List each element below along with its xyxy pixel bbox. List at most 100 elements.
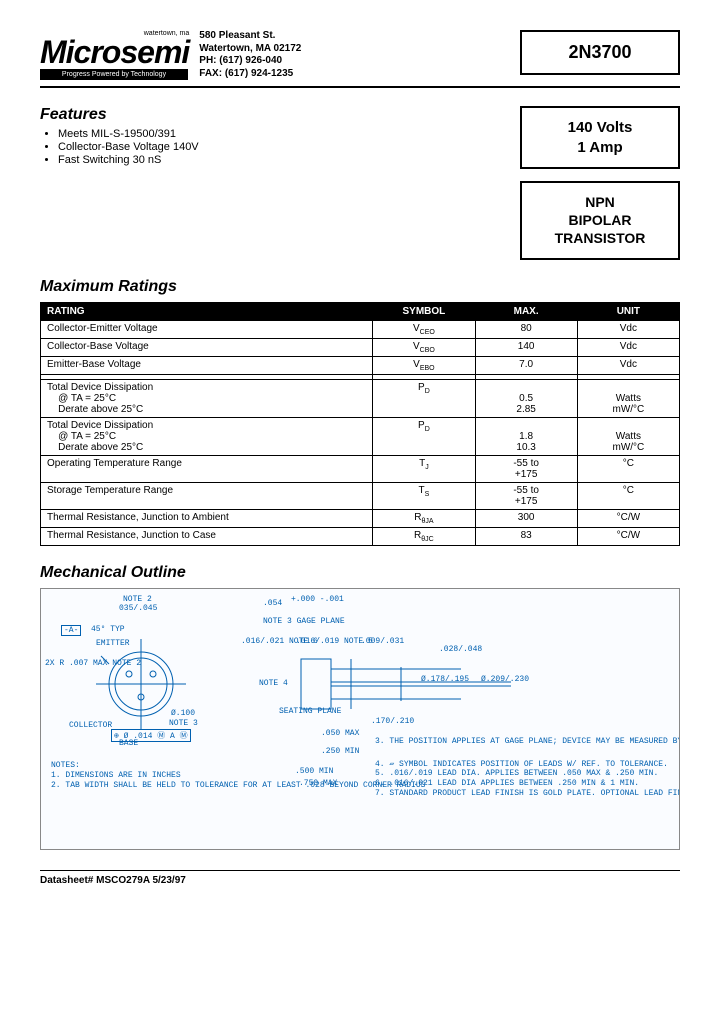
cell-symbol: TS	[373, 482, 475, 509]
cell-max: -55 to+175	[475, 455, 577, 482]
cell-unit: Vdc	[577, 320, 679, 338]
mech-n6: 6. .016/.021 LEAD DIA APPLIES BETWEEN .2…	[375, 779, 665, 788]
col-unit: UNIT	[577, 302, 679, 320]
mech-phi: Ø.100	[171, 709, 195, 718]
cell-rating: Collector-Emitter Voltage	[41, 320, 373, 338]
phone: PH: (617) 926-040	[199, 55, 301, 68]
cell-rating: Thermal Resistance, Junction to Ambient	[41, 509, 373, 527]
cell-max: -55 to+175	[475, 482, 577, 509]
cell-symbol: PD	[373, 417, 475, 455]
mech-d054: .054	[263, 599, 282, 608]
cell-max: 300	[475, 509, 577, 527]
right-spec-column: 140 Volts 1 Amp NPN BIPOLAR TRANSISTOR	[520, 106, 680, 260]
col-symbol: SYMBOL	[373, 302, 475, 320]
cell-symbol: PD	[373, 379, 475, 417]
mech-n1: 1. DIMENSIONS ARE IN INCHES	[51, 771, 181, 780]
mech-emitter: EMITTER	[96, 639, 130, 648]
mech-seat: SEATING PLANE	[279, 707, 341, 716]
type-l1: NPN	[530, 193, 670, 211]
table-row: Total Device Dissipation @ TA = 25°C Der…	[41, 417, 680, 455]
cell-rating: Total Device Dissipation @ TA = 25°C Der…	[41, 379, 373, 417]
cell-symbol: RθJA	[373, 509, 475, 527]
table-row: Thermal Resistance, Junction to CaseRθJC…	[41, 527, 680, 545]
company-name: Microsemi	[40, 38, 189, 67]
mech-d500: .500 MIN	[295, 767, 333, 776]
cell-unit: WattsmW/°C	[577, 417, 679, 455]
address-block: 580 Pleasant St. Watertown, MA 02172 PH:…	[199, 30, 301, 80]
cell-symbol: RθJC	[373, 527, 475, 545]
mech-note2: NOTE 2	[123, 595, 152, 604]
table-row: Collector-Emitter VoltageVCEO80Vdc	[41, 320, 680, 338]
mech-n3: 3. THE POSITION APPLIES AT GAGE PLANE; D…	[375, 737, 665, 746]
cell-rating: Collector-Base Voltage	[41, 338, 373, 356]
spec-amps: 1 Amp	[530, 138, 670, 158]
mech-gage: NOTE 3 GAGE PLANE	[263, 617, 345, 626]
cell-symbol: TJ	[373, 455, 475, 482]
mech-heading: Mechanical Outline	[40, 564, 680, 582]
spec-volts: 140 Volts	[530, 118, 670, 138]
cell-symbol: VCEO	[373, 320, 475, 338]
addr-line2: Watertown, MA 02172	[199, 43, 301, 56]
cell-max: 0.52.85	[475, 379, 577, 417]
mech-note3: NOTE 3	[169, 719, 198, 728]
mech-d209: Ø.209/.230	[481, 675, 529, 684]
mech-note4: NOTE 4	[259, 679, 288, 688]
table-row: Operating Temperature RangeTJ-55 to+175°…	[41, 455, 680, 482]
cell-unit: °C	[577, 455, 679, 482]
cell-max: 7.0	[475, 356, 577, 374]
table-row: Emitter-Base VoltageVEBO7.0Vdc	[41, 356, 680, 374]
mech-d170: .170/.210	[371, 717, 414, 726]
cell-unit: Vdc	[577, 356, 679, 374]
mech-ang: 45° TYP	[91, 625, 125, 634]
mech-d178: Ø.178/.195	[421, 675, 469, 684]
cell-max: 140	[475, 338, 577, 356]
mech-gdandt: ⊕ Ø .014 Ⓜ A Ⓜ	[111, 729, 191, 742]
addr-line1: 580 Pleasant St.	[199, 30, 301, 43]
logo: watertown, ma Microsemi Progress Powered…	[40, 30, 189, 80]
type-box: NPN BIPOLAR TRANSISTOR	[520, 181, 680, 260]
cell-symbol: VCBO	[373, 338, 475, 356]
mech-n7: 7. STANDARD PRODUCT LEAD FINISH IS GOLD …	[375, 789, 665, 798]
mech-n4: 4. ▱ SYMBOL INDICATES POSITION OF LEADS …	[375, 759, 665, 769]
mech-notes-h: NOTES:	[51, 761, 80, 770]
table-row: Total Device Dissipation @ TA = 25°C Der…	[41, 379, 680, 417]
cell-rating: Operating Temperature Range	[41, 455, 373, 482]
mech-drawing	[41, 589, 680, 849]
table-row: Collector-Base VoltageVCBO140Vdc	[41, 338, 680, 356]
mechanical-outline: NOTE 2 035/.045 -A- 45° TYP EMITTER 2X R…	[40, 588, 680, 850]
mech-n2: 2. TAB WIDTH SHALL BE HELD TO TOLERANCE …	[51, 781, 271, 790]
cell-symbol: VEBO	[373, 356, 475, 374]
mech-d009: .009/.031	[361, 637, 404, 646]
cell-unit: WattsmW/°C	[577, 379, 679, 417]
ratings-heading: Maximum Ratings	[40, 278, 680, 296]
table-row: Thermal Resistance, Junction to AmbientR…	[41, 509, 680, 527]
mech-d1: 035/.045	[119, 604, 157, 613]
type-l2: BIPOLAR	[530, 211, 670, 229]
mech-rad: 2X R .007 MAX NOTE 2	[45, 659, 100, 668]
cell-rating: Total Device Dissipation @ TA = 25°C Der…	[41, 417, 373, 455]
mech-d050: .050 MAX	[321, 729, 359, 738]
mech-aref: -A-	[61, 625, 81, 636]
mech-tol1: +.000 -.001	[291, 595, 344, 604]
cell-max: 1.810.3	[475, 417, 577, 455]
cell-rating: Thermal Resistance, Junction to Case	[41, 527, 373, 545]
mech-d250: .250 MIN	[321, 747, 359, 756]
cell-rating: Emitter-Base Voltage	[41, 356, 373, 374]
header: watertown, ma Microsemi Progress Powered…	[40, 30, 680, 88]
company-tagline: Progress Powered by Technology	[40, 69, 188, 80]
col-max: MAX.	[475, 302, 577, 320]
cell-unit: °C/W	[577, 509, 679, 527]
footer: Datasheet# MSCO279A 5/23/97	[40, 870, 680, 886]
part-number-box: 2N3700	[520, 30, 680, 75]
cell-unit: °C	[577, 482, 679, 509]
type-l3: TRANSISTOR	[530, 229, 670, 247]
mech-d028: .028/.048	[439, 645, 482, 654]
mech-collector: COLLECTOR	[69, 721, 112, 730]
mech-n5: 5. .016/.019 LEAD DIA. APPLIES BETWEEN .…	[375, 769, 665, 778]
cell-unit: °C/W	[577, 527, 679, 545]
col-rating: RATING	[41, 302, 373, 320]
cell-max: 80	[475, 320, 577, 338]
cell-rating: Storage Temperature Range	[41, 482, 373, 509]
spec-summary-box: 140 Volts 1 Amp	[520, 106, 680, 169]
ratings-table: RATING SYMBOL MAX. UNIT Collector-Emitte…	[40, 302, 680, 546]
